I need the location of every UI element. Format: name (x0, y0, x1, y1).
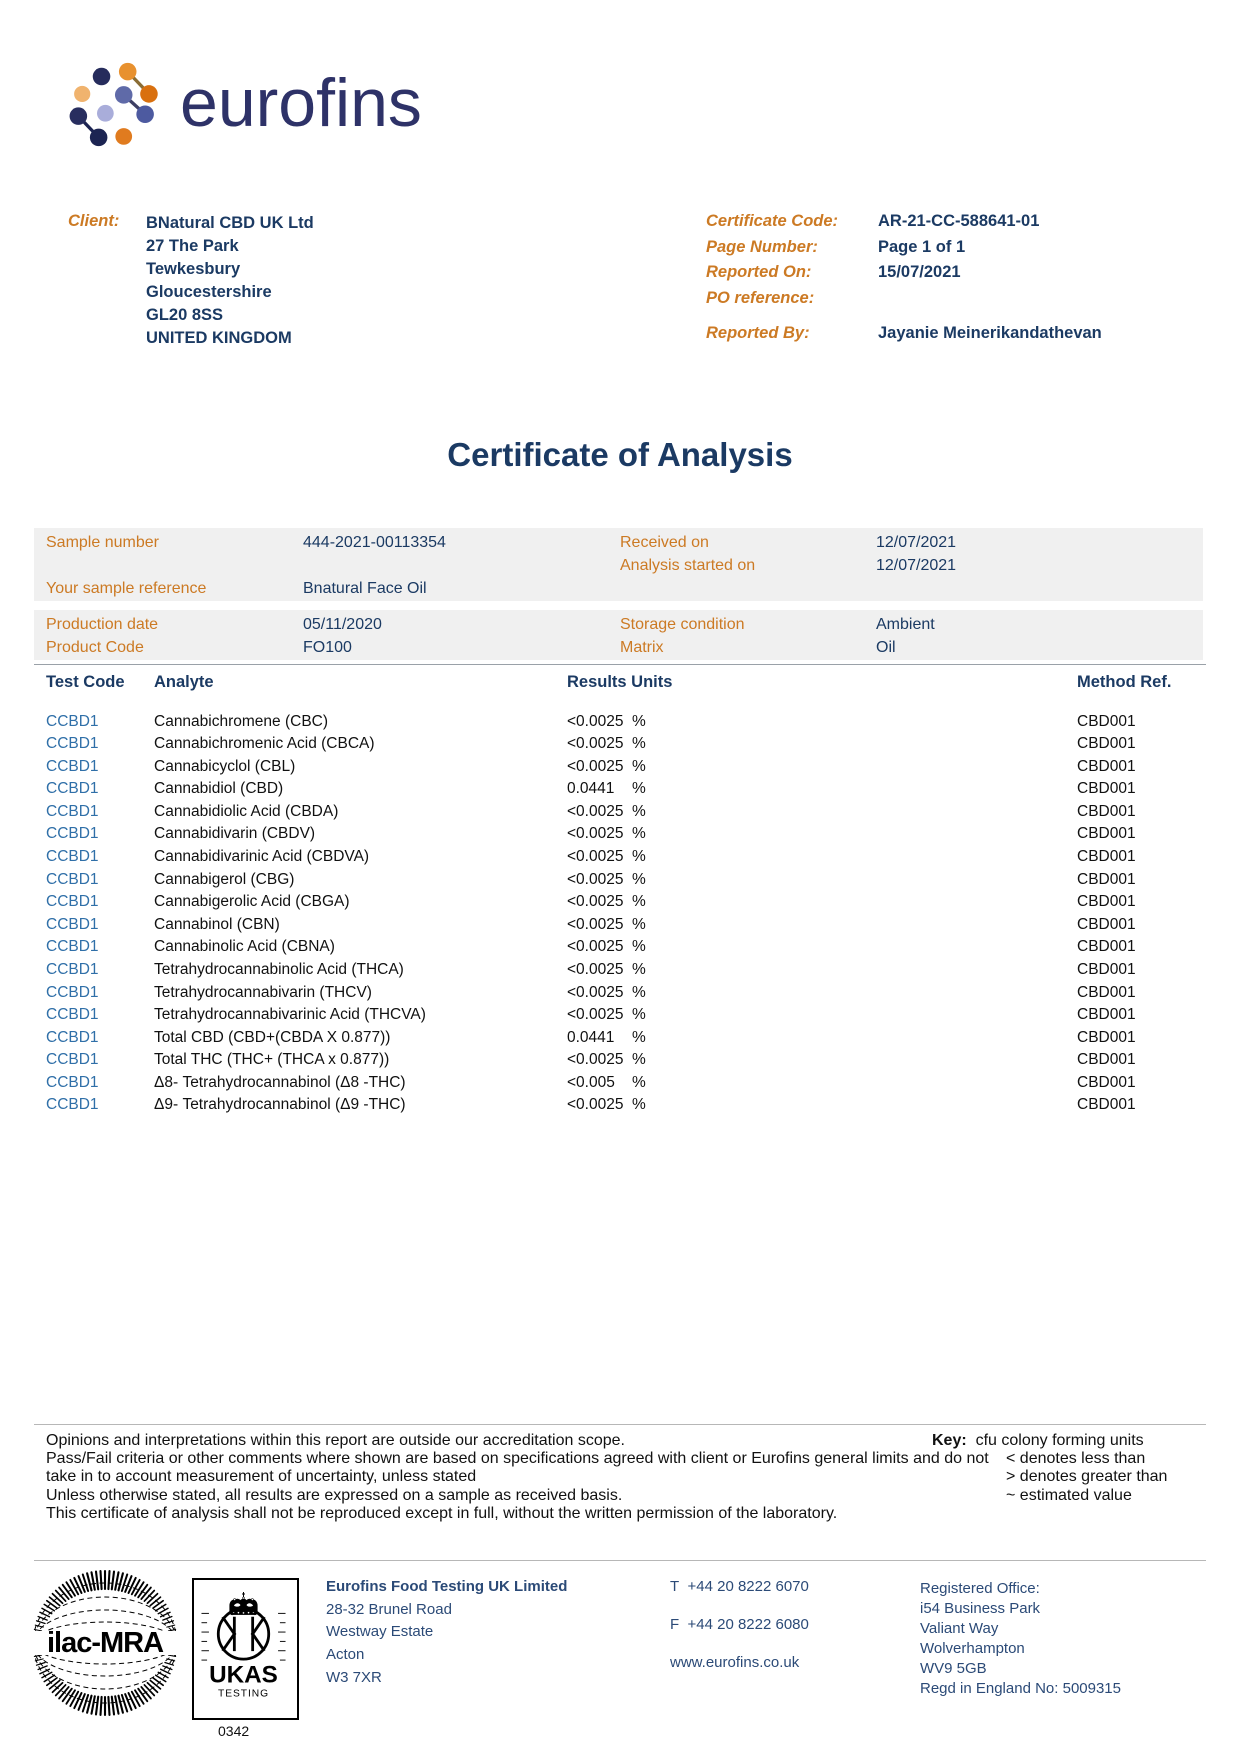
svg-text:UKAS: UKAS (209, 1661, 278, 1688)
svg-text:ilac-MRA: ilac-MRA (47, 1627, 164, 1659)
svg-text:TESTING: TESTING (218, 1689, 269, 1700)
